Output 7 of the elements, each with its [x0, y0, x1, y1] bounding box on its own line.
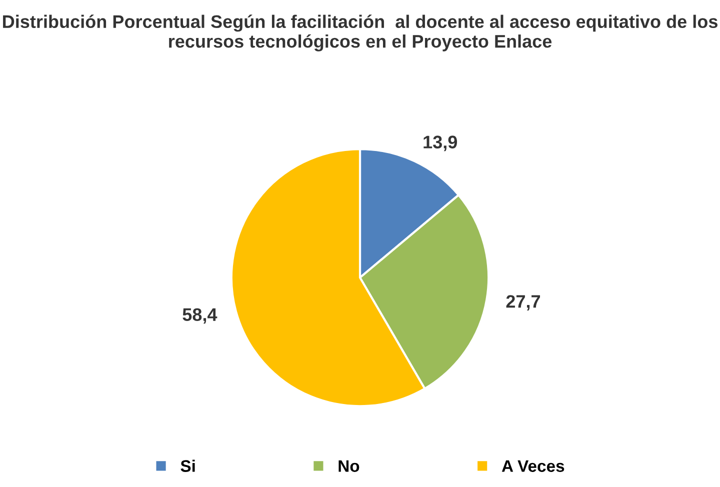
- legend-label: Si: [180, 460, 195, 472]
- legend-label: No: [338, 460, 360, 472]
- data-label: 13,9: [424, 136, 458, 152]
- chart-title: Distribución Porcentual Según la facilitación al docente al acceso equitativo de los recursos tecnológicos en el Proyecto Enlace: [3, 14, 718, 52]
- legend-label: A Veces: [502, 460, 564, 472]
- data-label: 27,7: [506, 295, 540, 310]
- data-label: 58,4: [182, 308, 218, 324]
